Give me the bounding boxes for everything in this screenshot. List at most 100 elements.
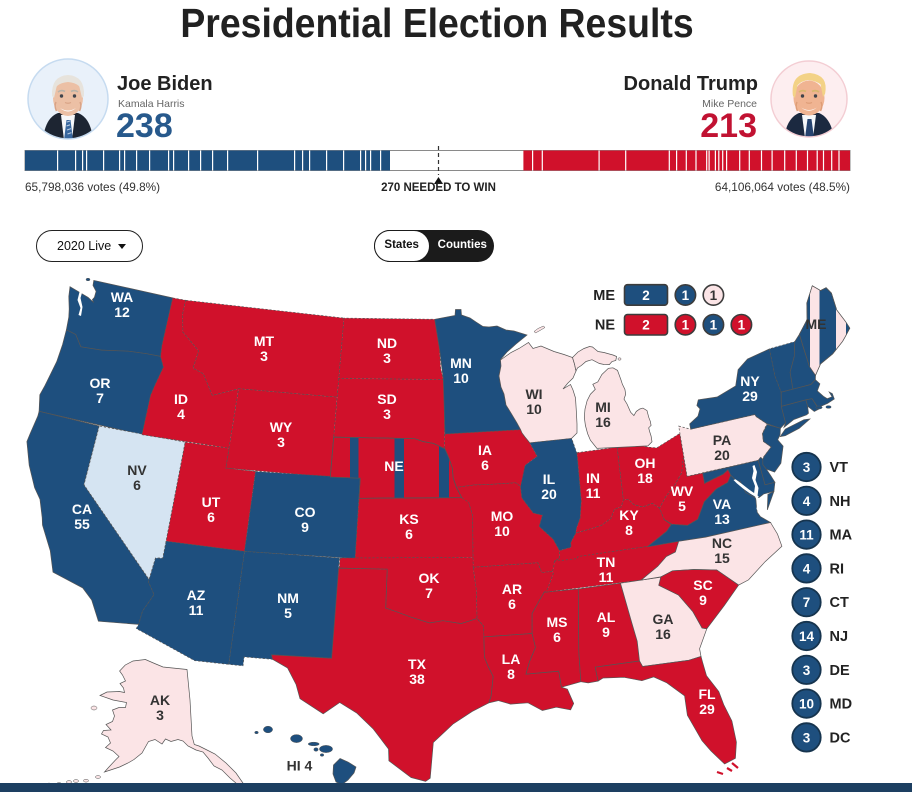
svg-text:6: 6 <box>508 596 516 612</box>
svg-text:LA: LA <box>502 651 521 667</box>
svg-text:WI: WI <box>525 386 542 402</box>
svg-text:16: 16 <box>655 626 671 642</box>
svg-text:2: 2 <box>642 288 650 303</box>
svg-text:IN: IN <box>586 470 600 486</box>
svg-text:10: 10 <box>453 370 469 386</box>
svg-text:NH: NH <box>830 494 851 510</box>
svg-text:1: 1 <box>682 288 690 303</box>
svg-text:OR: OR <box>90 375 111 391</box>
svg-text:9: 9 <box>301 519 309 535</box>
svg-text:MT: MT <box>254 333 275 349</box>
svg-text:6: 6 <box>405 526 413 542</box>
svg-text:ID: ID <box>174 391 188 407</box>
svg-text:2: 2 <box>642 318 650 333</box>
svg-text:7: 7 <box>803 595 811 610</box>
svg-text:11: 11 <box>799 528 814 543</box>
svg-text:NY: NY <box>740 373 760 389</box>
svg-text:AK: AK <box>150 692 170 708</box>
svg-text:6: 6 <box>553 629 561 645</box>
svg-text:6: 6 <box>481 457 489 473</box>
svg-text:ME: ME <box>593 288 615 304</box>
svg-text:8: 8 <box>625 522 633 538</box>
svg-text:NC: NC <box>712 535 732 551</box>
svg-text:SC: SC <box>693 577 712 593</box>
svg-text:WV: WV <box>671 483 694 499</box>
svg-text:8: 8 <box>507 666 515 682</box>
svg-text:OH: OH <box>635 455 656 471</box>
svg-text:KY: KY <box>619 507 639 523</box>
svg-text:FL: FL <box>698 686 716 702</box>
svg-text:10: 10 <box>799 697 814 712</box>
svg-text:3: 3 <box>803 730 811 745</box>
svg-text:6: 6 <box>133 477 141 493</box>
svg-text:12: 12 <box>114 304 130 320</box>
svg-text:NM: NM <box>277 590 299 606</box>
svg-text:10: 10 <box>526 401 542 417</box>
svg-text:DE: DE <box>830 663 850 679</box>
svg-text:MI: MI <box>595 399 611 415</box>
svg-text:3: 3 <box>383 406 391 422</box>
svg-text:ND: ND <box>377 335 397 351</box>
svg-text:VA: VA <box>713 496 731 512</box>
svg-text:GA: GA <box>653 611 674 627</box>
svg-text:4: 4 <box>803 494 811 509</box>
svg-text:29: 29 <box>699 701 715 717</box>
svg-text:4: 4 <box>177 406 185 422</box>
svg-text:NV: NV <box>127 462 147 478</box>
svg-text:WA: WA <box>111 289 134 305</box>
svg-text:AZ: AZ <box>187 587 206 603</box>
svg-text:TN: TN <box>597 554 616 570</box>
svg-text:11: 11 <box>586 485 601 501</box>
svg-text:9: 9 <box>699 592 707 608</box>
svg-text:PA: PA <box>713 432 731 448</box>
svg-text:CA: CA <box>72 501 92 517</box>
svg-text:1: 1 <box>738 318 746 333</box>
svg-text:20: 20 <box>714 447 730 463</box>
svg-text:20: 20 <box>541 486 557 502</box>
svg-text:7: 7 <box>425 585 433 601</box>
svg-text:14: 14 <box>799 629 815 644</box>
svg-text:5: 5 <box>284 605 292 621</box>
svg-text:AL: AL <box>597 609 616 625</box>
svg-text:WY: WY <box>270 419 293 435</box>
svg-text:OK: OK <box>419 570 440 586</box>
svg-text:5: 5 <box>678 498 686 514</box>
svg-text:ME: ME <box>806 316 827 332</box>
svg-text:UT: UT <box>202 494 221 510</box>
svg-text:3: 3 <box>803 460 811 475</box>
svg-text:CO: CO <box>295 504 316 520</box>
svg-text:11: 11 <box>599 569 614 585</box>
svg-text:18: 18 <box>637 470 653 486</box>
svg-text:IL: IL <box>543 471 556 487</box>
svg-text:3: 3 <box>383 350 391 366</box>
svg-text:13: 13 <box>714 511 730 527</box>
svg-text:IA: IA <box>478 442 492 458</box>
svg-text:NE: NE <box>384 458 403 474</box>
svg-text:11: 11 <box>189 602 204 618</box>
svg-text:TX: TX <box>408 656 427 672</box>
svg-text:SD: SD <box>377 391 396 407</box>
svg-text:MA: MA <box>830 528 853 544</box>
svg-text:HI 4: HI 4 <box>287 758 313 774</box>
svg-text:4: 4 <box>803 561 811 576</box>
svg-text:16: 16 <box>595 414 611 430</box>
svg-text:RI: RI <box>830 561 845 577</box>
svg-text:3: 3 <box>277 434 285 450</box>
svg-text:1: 1 <box>710 318 718 333</box>
svg-text:VT: VT <box>830 460 849 476</box>
svg-text:MS: MS <box>547 614 568 630</box>
svg-text:DC: DC <box>830 730 851 746</box>
svg-text:MD: MD <box>830 697 853 713</box>
svg-text:1: 1 <box>682 318 690 333</box>
svg-text:15: 15 <box>714 550 730 566</box>
svg-text:10: 10 <box>494 523 510 539</box>
svg-text:1: 1 <box>710 288 718 303</box>
svg-text:KS: KS <box>399 511 418 527</box>
svg-text:7: 7 <box>96 390 104 406</box>
svg-text:6: 6 <box>207 509 215 525</box>
svg-text:3: 3 <box>260 348 268 364</box>
svg-text:3: 3 <box>803 663 811 678</box>
svg-text:3: 3 <box>156 707 164 723</box>
svg-text:CT: CT <box>830 595 849 611</box>
svg-text:55: 55 <box>74 516 90 532</box>
